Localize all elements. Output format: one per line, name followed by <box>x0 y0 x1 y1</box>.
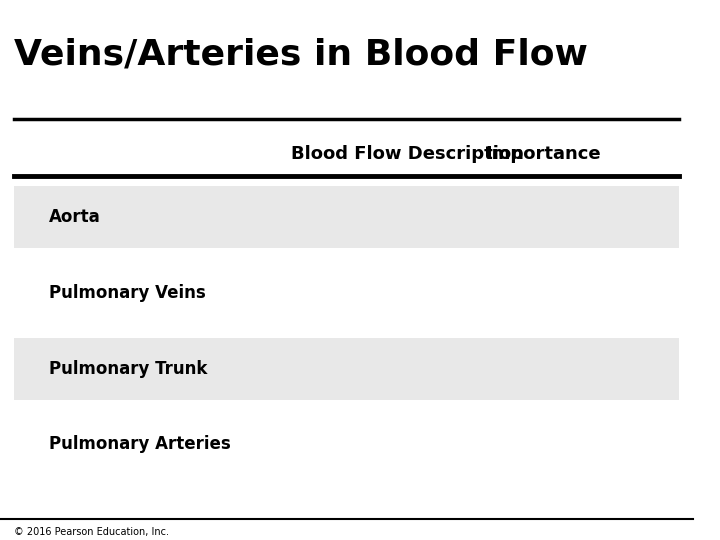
Text: Pulmonary Arteries: Pulmonary Arteries <box>48 435 230 453</box>
Text: Pulmonary Trunk: Pulmonary Trunk <box>48 360 207 377</box>
Text: Importance: Importance <box>485 145 600 163</box>
Text: © 2016 Pearson Education, Inc.: © 2016 Pearson Education, Inc. <box>14 526 169 537</box>
Text: Blood Flow Description: Blood Flow Description <box>291 145 524 163</box>
FancyBboxPatch shape <box>14 186 679 248</box>
Text: Aorta: Aorta <box>48 208 100 226</box>
Text: Veins/Arteries in Blood Flow: Veins/Arteries in Blood Flow <box>14 38 588 72</box>
Text: Pulmonary Veins: Pulmonary Veins <box>48 284 205 302</box>
FancyBboxPatch shape <box>14 338 679 400</box>
